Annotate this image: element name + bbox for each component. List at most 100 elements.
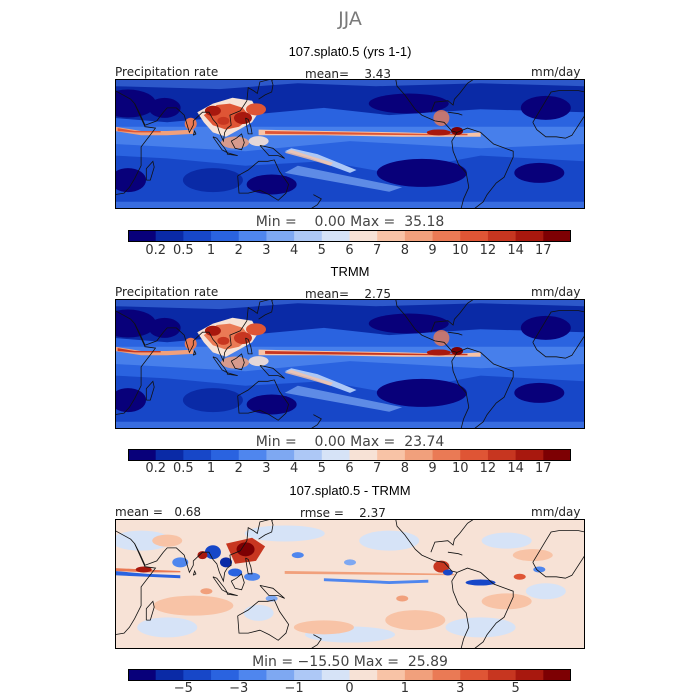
colorbar-swatch — [183, 669, 212, 681]
panel3-colorbar-ticks: −5 −3 −1 0 1 3 5 — [128, 681, 571, 697]
panel2-subtitle: TRMM — [330, 264, 370, 279]
colorbar-tick-label: 10 — [451, 243, 469, 258]
colorbar-swatch — [183, 230, 212, 242]
colorbar-tick-label: 8 — [400, 461, 410, 476]
colorbar-swatch — [377, 669, 406, 681]
colorbar-swatch — [487, 230, 517, 242]
colorbar-tick-label: 3 — [262, 461, 271, 476]
panel2-mean-label: mean= 2.75 — [305, 287, 392, 301]
panel2-units-label: mm/day — [531, 285, 581, 299]
colorbar-tick-label: 8 — [400, 243, 410, 258]
panel1-units-label: mm/day — [531, 65, 581, 79]
colorbar-swatch — [515, 669, 544, 681]
panel3-rmse-label: rmse = 2.37 — [300, 506, 386, 520]
colorbar-tick-label: 6 — [345, 243, 354, 258]
colorbar-tick-label: 4 — [289, 243, 299, 258]
panel3-units-label: mm/day — [531, 505, 581, 519]
colorbar-swatch — [432, 669, 461, 681]
colorbar-swatch — [349, 449, 378, 461]
colorbar-swatch — [155, 449, 184, 461]
colorbar-swatch — [321, 230, 350, 242]
panel3-difference-map — [115, 519, 585, 649]
colorbar-tick-label: 3 — [456, 681, 465, 696]
colorbar-tick-label: 12 — [479, 461, 497, 476]
colorbar-swatch — [543, 230, 571, 242]
colorbar-swatch — [377, 449, 406, 461]
colorbar-swatch — [128, 230, 157, 242]
colorbar-swatch — [543, 669, 571, 681]
colorbar-tick-label: −5 — [173, 681, 193, 696]
colorbar-swatch — [294, 449, 323, 461]
colorbar-tick-label: 1 — [400, 681, 410, 696]
colorbar-tick-label: 1 — [206, 461, 216, 476]
panel2-colorbar-ticks: 0.2 0.5 1 2 3 4 5 6 7 8 9 10 12 14 17 — [128, 461, 571, 477]
colorbar-swatch — [238, 669, 267, 681]
colorbar-tick-label: 0.5 — [173, 461, 194, 476]
colorbar-tick-label: 14 — [507, 243, 524, 258]
colorbar-tick-label: 4 — [289, 461, 299, 476]
colorbar-swatch — [460, 230, 489, 242]
figure-title: JJA — [338, 8, 362, 30]
colorbar-swatch — [321, 449, 350, 461]
colorbar-swatch — [128, 449, 157, 461]
colorbar-tick-label: 14 — [507, 461, 524, 476]
colorbar-swatch — [404, 449, 434, 461]
colorbar-tick-label: 9 — [428, 243, 437, 258]
panel1-mean-label: mean= 3.43 — [305, 67, 392, 81]
panel1-colorbar — [128, 230, 571, 242]
colorbar-tick-label: 2 — [234, 243, 243, 258]
colorbar-tick-label: 0 — [345, 681, 354, 696]
panel3-minmax: Min = −15.50 Max = 25.89 — [252, 654, 448, 670]
colorbar-tick-label: 6 — [345, 461, 354, 476]
colorbar-swatch — [238, 449, 267, 461]
colorbar-tick-label: 10 — [451, 461, 469, 476]
colorbar-tick-label: 2 — [234, 461, 243, 476]
colorbar-swatch — [294, 669, 323, 681]
colorbar-tick-label: 0.2 — [145, 243, 167, 258]
colorbar-swatch — [349, 669, 378, 681]
colorbar-swatch — [266, 449, 295, 461]
colorbar-tick-label: 9 — [428, 461, 437, 476]
panel2-minmax: Min = 0.00 Max = 23.74 — [255, 434, 445, 450]
colorbar-swatch — [432, 449, 461, 461]
colorbar-swatch — [266, 230, 295, 242]
colorbar-swatch — [404, 669, 434, 681]
colorbar-tick-label: 7 — [373, 243, 382, 258]
colorbar-swatch — [377, 230, 406, 242]
panel1-precip-map — [115, 79, 585, 209]
panel1-subtitle: 107.splat0.5 (yrs 1-1) — [288, 44, 412, 59]
colorbar-swatch — [183, 449, 212, 461]
colorbar-swatch — [211, 449, 240, 461]
colorbar-tick-label: 17 — [535, 461, 552, 476]
colorbar-swatch — [321, 669, 350, 681]
colorbar-swatch — [294, 230, 323, 242]
colorbar-swatch — [349, 230, 378, 242]
colorbar-swatch — [515, 230, 544, 242]
panel3-mean-label: mean = 0.68 — [115, 505, 202, 519]
colorbar-tick-label: 12 — [479, 243, 497, 258]
panel1-variable-label: Precipitation rate — [115, 65, 219, 79]
colorbar-tick-label: 5 — [317, 461, 326, 476]
panel3-subtitle: 107.splat0.5 - TRMM — [289, 483, 411, 498]
colorbar-swatch — [404, 230, 434, 242]
colorbar-tick-label: 5 — [317, 243, 326, 258]
panel3-colorbar — [128, 669, 571, 681]
colorbar-swatch — [432, 230, 461, 242]
colorbar-tick-label: 5 — [511, 681, 520, 696]
panel2-colorbar — [128, 449, 571, 461]
colorbar-swatch — [155, 669, 184, 681]
colorbar-tick-label: 17 — [535, 243, 552, 258]
colorbar-swatch — [266, 669, 295, 681]
colorbar-swatch — [211, 230, 240, 242]
colorbar-tick-label: −1 — [284, 681, 304, 696]
colorbar-swatch — [515, 449, 544, 461]
colorbar-tick-label: −3 — [229, 681, 249, 696]
panel1-minmax: Min = 0.00 Max = 35.18 — [255, 214, 445, 230]
colorbar-tick-label: 3 — [262, 243, 271, 258]
colorbar-swatch — [460, 669, 489, 681]
colorbar-tick-label: 7 — [373, 461, 382, 476]
colorbar-swatch — [460, 449, 489, 461]
colorbar-tick-label: 0.2 — [145, 461, 167, 476]
colorbar-swatch — [238, 230, 267, 242]
panel1-colorbar-ticks: 0.2 0.5 1 2 3 4 5 6 7 8 9 10 12 14 17 — [128, 243, 571, 259]
